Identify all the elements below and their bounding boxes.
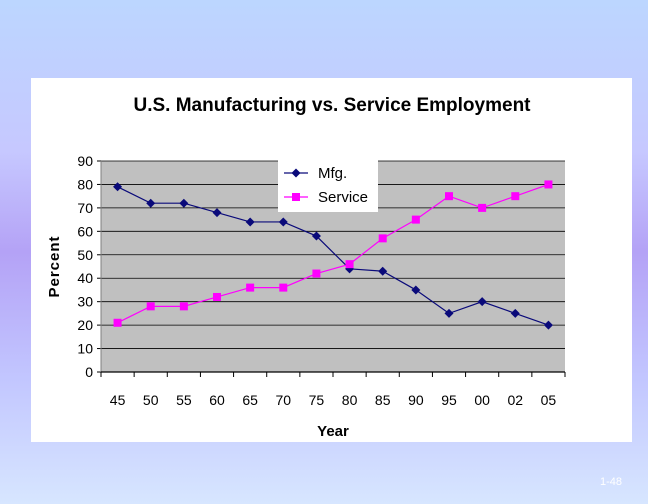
chart-card: U.S. Manufacturing vs. Service Employmen… <box>31 78 632 442</box>
data-point-diamond <box>444 308 454 318</box>
y-tick-labels: 0 10 20 30 40 50 60 70 80 90 <box>77 153 93 380</box>
y-tick-label: 70 <box>77 200 93 216</box>
x-tick-label: 85 <box>375 392 391 408</box>
y-tick-label: 40 <box>77 270 93 286</box>
data-point-diamond <box>378 266 388 276</box>
legend-marker-diamond <box>291 168 301 178</box>
data-point-square <box>345 260 354 269</box>
data-point-square <box>146 302 155 311</box>
x-tick-label: 05 <box>541 392 557 408</box>
x-tick-label: 80 <box>342 392 358 408</box>
x-tick-label: 60 <box>209 392 225 408</box>
y-axis-label: Percent <box>46 235 63 297</box>
data-point-square <box>246 283 255 292</box>
y-tick-label: 0 <box>85 364 93 380</box>
data-point-square <box>544 180 553 189</box>
slide-number: 1-48 <box>599 476 622 488</box>
data-point-square <box>445 192 453 201</box>
x-tick-label: 45 <box>110 392 126 408</box>
x-tick-label: 75 <box>309 392 325 408</box>
x-tick-label: 65 <box>242 392 258 408</box>
y-tick-label: 20 <box>77 317 93 333</box>
data-point-square <box>312 269 321 278</box>
x-tick-label: 95 <box>441 392 457 408</box>
y-tick-label: 60 <box>77 223 93 239</box>
y-tick-label: 80 <box>77 176 93 192</box>
data-point-diamond <box>311 231 321 241</box>
x-tick-labels: 45 50 55 60 65 70 75 80 85 90 95 00 02 05 <box>110 392 557 408</box>
data-point-diamond <box>146 198 156 208</box>
legend-marker-square <box>292 193 300 201</box>
x-axis-label: Year <box>317 423 349 440</box>
series-line-mfg <box>117 186 549 326</box>
data-point-square <box>279 283 288 292</box>
data-point-square <box>511 192 520 201</box>
x-tick-label: 55 <box>176 392 192 408</box>
data-point-diamond <box>179 198 189 208</box>
y-tick-label: 10 <box>77 341 93 357</box>
data-point-diamond <box>510 308 520 318</box>
x-tick-label: 50 <box>143 392 159 408</box>
data-point-diamond <box>212 208 222 218</box>
data-point-square <box>378 234 387 243</box>
y-tick-label: 30 <box>77 294 93 310</box>
data-point-square <box>478 203 487 212</box>
data-point-diamond <box>477 297 487 307</box>
data-point-diamond <box>113 182 123 192</box>
data-point-diamond <box>245 217 255 227</box>
x-tick-label: 00 <box>474 392 490 408</box>
series-group <box>113 180 553 330</box>
data-point-square <box>411 215 420 224</box>
legend: Mfg. Service <box>278 160 378 212</box>
data-point-square <box>113 318 122 327</box>
axes <box>100 161 566 377</box>
y-tick-label: 90 <box>77 153 93 169</box>
data-point-square <box>213 292 221 301</box>
chart: U.S. Manufacturing vs. Service Employmen… <box>46 95 566 440</box>
legend-label: Mfg. <box>318 165 347 182</box>
legend-box <box>278 160 378 212</box>
data-point-diamond <box>543 320 553 330</box>
x-tick-label: 90 <box>408 392 424 408</box>
y-tick-label: 50 <box>77 247 93 263</box>
data-point-diamond <box>411 285 421 295</box>
data-point-diamond <box>278 217 288 227</box>
chart-title: U.S. Manufacturing vs. Service Employmen… <box>134 95 532 116</box>
series-line-service <box>117 183 549 324</box>
legend-label: Service <box>318 189 368 206</box>
data-point-square <box>179 302 188 311</box>
x-tick-label: 70 <box>275 392 291 408</box>
x-tick-label: 02 <box>507 392 523 408</box>
